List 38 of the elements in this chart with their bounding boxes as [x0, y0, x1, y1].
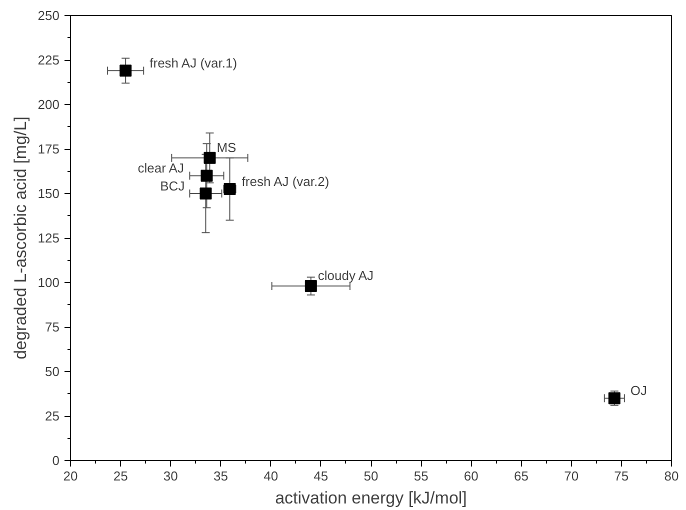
- x-tick-label: 70: [564, 468, 579, 484]
- point: [200, 188, 212, 200]
- x-tick-label: 40: [264, 468, 278, 484]
- annotation: cloudy AJ: [318, 268, 374, 284]
- annotation: OJ: [630, 383, 648, 398]
- x-tick-label: 45: [314, 468, 328, 484]
- y-axis-title: degraded L-ascorbic acid [mg/L]: [10, 116, 30, 360]
- y-tick-label: 225: [38, 52, 60, 68]
- x-tick-label: 75: [614, 468, 629, 484]
- y-tick-label: 125: [38, 230, 60, 246]
- annotation: BCJ: [160, 178, 185, 194]
- annotation: fresh AJ (var.1): [150, 56, 238, 71]
- y-tick-label: 50: [45, 364, 60, 379]
- x-tick-label: 35: [214, 468, 228, 484]
- x-tick-label: 20: [63, 468, 78, 484]
- y-tick-label: 0: [52, 453, 60, 468]
- x-tick-label: 65: [514, 468, 528, 484]
- annotation: clear AJ: [138, 160, 184, 176]
- y-tick-label: 175: [38, 142, 60, 156]
- x-tick-label: 50: [364, 468, 378, 484]
- x-tick-label: 55: [414, 468, 428, 484]
- y-tick-label: 100: [38, 275, 60, 290]
- point: [120, 64, 132, 77]
- point: [200, 170, 213, 182]
- x-tick-label: 30: [163, 468, 178, 484]
- x-axis-title: activation energy [kJ/mol]: [275, 488, 467, 508]
- y-tick-label: 200: [38, 97, 60, 112]
- y-tick-label: 75: [45, 320, 60, 334]
- x-tick-label: 60: [464, 468, 478, 484]
- point: [304, 280, 317, 292]
- x-tick-label: 25: [113, 468, 128, 484]
- y-tick-label: 25: [45, 408, 60, 424]
- x-tick-label: 80: [664, 468, 679, 484]
- y-tick-label: 250: [38, 8, 60, 23]
- y-tick-label: 150: [38, 186, 60, 201]
- annotation: MS: [216, 140, 237, 155]
- point: [204, 152, 216, 164]
- annotation: fresh AJ (var.2): [242, 174, 330, 190]
